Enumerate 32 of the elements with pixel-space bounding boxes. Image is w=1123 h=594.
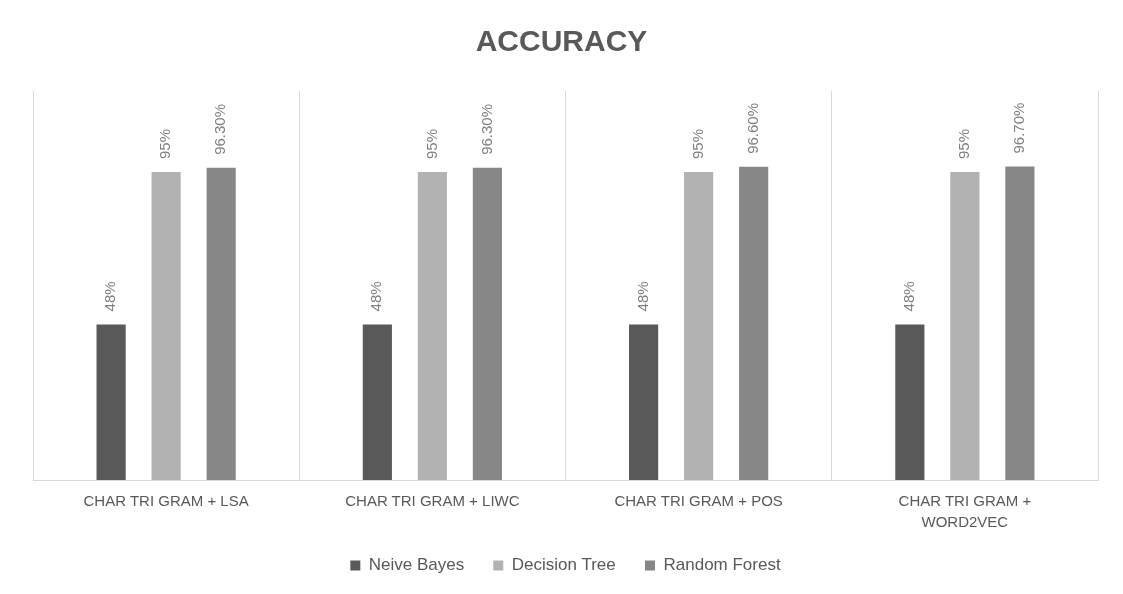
bar <box>1005 166 1035 480</box>
data-label: 96.30% <box>211 103 229 155</box>
x-tick-label: CHAR TRI GRAM + WORD2VEC <box>898 491 1032 530</box>
data-label: 48% <box>101 281 119 312</box>
chart-title: ACCURACY <box>475 24 648 58</box>
bar <box>684 172 714 480</box>
bar <box>472 167 502 480</box>
bar <box>629 324 659 480</box>
legend-label: Neive Bayes <box>368 555 465 575</box>
x-tick-label: CHAR TRI GRAM + POS <box>614 491 783 509</box>
bar <box>739 166 769 480</box>
bar <box>362 324 392 480</box>
bar <box>206 167 236 480</box>
data-label: 95% <box>156 129 174 160</box>
data-label: 48% <box>367 281 385 312</box>
data-label: 96.30% <box>477 103 495 155</box>
data-label: 96.60% <box>743 102 761 154</box>
bar <box>950 172 980 480</box>
bar <box>151 172 181 480</box>
legend-label: Random Forest <box>663 555 781 575</box>
bar <box>895 324 925 480</box>
data-label: 48% <box>633 281 651 312</box>
data-label: 95% <box>688 129 706 160</box>
data-label: 96.70% <box>1010 102 1028 154</box>
x-tick-label: CHAR TRI GRAM + LIWC <box>345 491 520 509</box>
data-label: 95% <box>955 129 973 160</box>
data-label: 48% <box>899 281 917 312</box>
legend-label: Decision Tree <box>511 555 616 575</box>
bar <box>417 172 447 480</box>
data-label: 95% <box>422 129 440 160</box>
bar <box>96 324 126 480</box>
x-tick-label: CHAR TRI GRAM + LSA <box>83 491 249 509</box>
